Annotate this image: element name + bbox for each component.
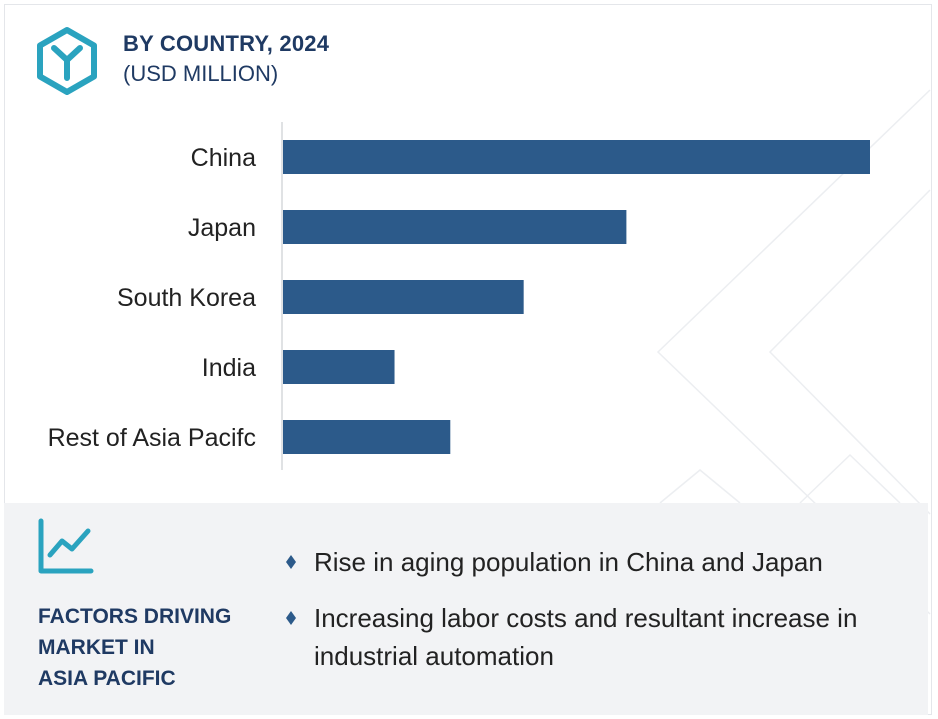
- factors-title-line: MARKET IN: [38, 636, 155, 659]
- category-label: India: [202, 354, 256, 382]
- bar-south-korea: [283, 280, 524, 314]
- hexagon-y-logo-icon: [37, 27, 97, 95]
- category-label: Rest of Asia Pacifc: [48, 424, 256, 452]
- diamond-bullet-icon: [286, 611, 296, 625]
- factors-title-line: ASIA PACIFIC: [38, 667, 176, 690]
- chart-title: BY COUNTRY, 2024: [123, 31, 330, 56]
- factor-item-text: Increasing labor costs and resultant inc…: [314, 603, 858, 671]
- category-label: South Korea: [117, 284, 256, 312]
- factors-title-line: FACTORS DRIVING: [38, 605, 232, 628]
- chart-subtitle: (USD MILLION): [123, 61, 279, 86]
- bar-rest-of-asia-pacifc: [283, 420, 451, 454]
- trend-line-chart-icon: [38, 518, 94, 574]
- bar-china: [283, 140, 870, 174]
- bar-chart: China Japan South Korea India Rest of Asia P…: [48, 122, 870, 470]
- factor-item: Increasing labor costs and resultant inc…: [286, 599, 916, 675]
- category-label: China: [191, 144, 256, 172]
- bar-india: [283, 350, 395, 384]
- diamond-bullet-icon: [286, 555, 296, 569]
- factors-list: Rise in aging population in China and Ja…: [286, 543, 916, 693]
- category-label: Japan: [188, 214, 256, 242]
- factors-title: FACTORS DRIVING MARKET IN ASIA PACIFIC: [38, 601, 268, 694]
- factor-item-text: Rise in aging population in China and Ja…: [314, 547, 823, 577]
- factor-item: Rise in aging population in China and Ja…: [286, 543, 916, 581]
- factors-panel: FACTORS DRIVING MARKET IN ASIA PACIFIC R…: [4, 503, 928, 715]
- bar-japan: [283, 210, 627, 244]
